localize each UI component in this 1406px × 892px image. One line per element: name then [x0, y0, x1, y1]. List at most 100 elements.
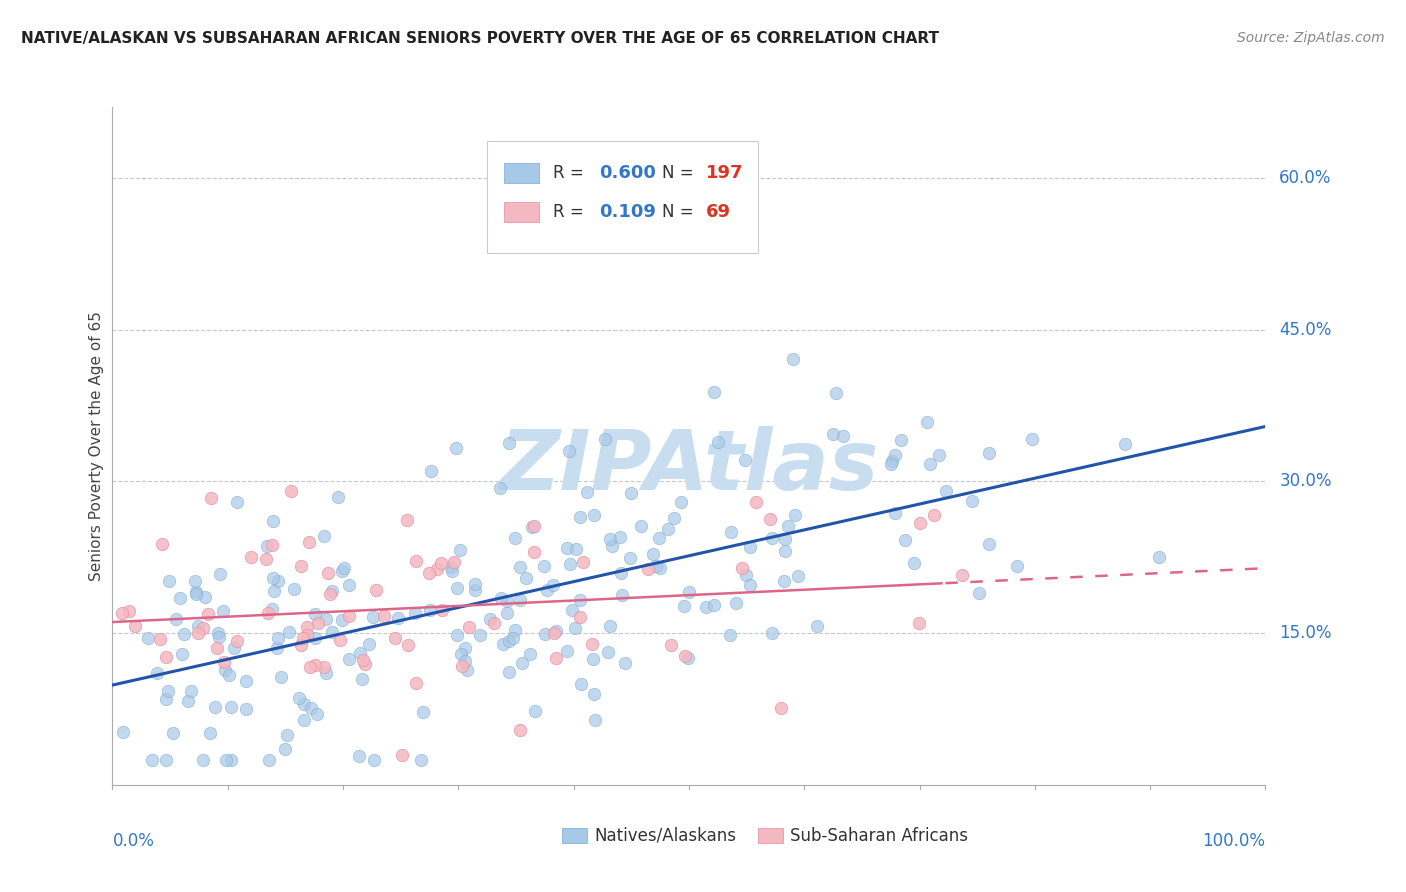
Text: Natives/Alaskans: Natives/Alaskans — [595, 827, 737, 845]
Point — [298, 534, 321, 549]
Text: 100.0%: 100.0% — [1202, 832, 1265, 850]
Point — [263, 583, 285, 598]
Point — [495, 607, 517, 621]
Point — [155, 691, 177, 706]
Point — [396, 638, 419, 652]
Point — [124, 619, 146, 633]
Point — [169, 591, 191, 605]
Point — [274, 742, 297, 756]
Point — [880, 457, 903, 471]
Point — [221, 753, 243, 767]
Text: R =: R = — [553, 164, 589, 182]
Point — [524, 704, 547, 718]
Point — [510, 657, 533, 671]
Text: 69: 69 — [706, 203, 731, 221]
Point — [180, 683, 202, 698]
Point — [278, 624, 301, 639]
Point — [761, 625, 783, 640]
Point — [187, 626, 209, 640]
Point — [418, 566, 440, 580]
Point — [786, 569, 808, 583]
Point — [561, 603, 583, 617]
Point — [645, 558, 668, 573]
Point — [492, 636, 515, 650]
Point — [979, 537, 1001, 551]
Point — [498, 634, 520, 648]
Point — [922, 508, 945, 523]
Point — [1005, 559, 1028, 574]
Point — [772, 574, 794, 589]
Point — [593, 432, 616, 446]
Point — [1021, 432, 1043, 446]
Point — [183, 574, 205, 589]
Point — [509, 560, 531, 574]
Point — [290, 639, 312, 653]
Point — [541, 578, 564, 592]
Point — [783, 508, 806, 523]
Point — [950, 568, 973, 582]
Point — [565, 541, 588, 556]
Point — [776, 519, 799, 533]
Point — [312, 660, 335, 674]
Point — [316, 566, 339, 581]
Text: 197: 197 — [706, 164, 744, 182]
Point — [136, 632, 159, 646]
Point — [918, 457, 941, 471]
Point — [191, 621, 214, 635]
Text: R =: R = — [553, 203, 589, 221]
Point — [150, 537, 173, 551]
Point — [259, 753, 281, 767]
Point — [484, 616, 506, 631]
Point — [384, 631, 406, 645]
Point — [337, 608, 360, 623]
Point — [773, 543, 796, 558]
Point — [239, 549, 262, 564]
Point — [657, 522, 679, 536]
Point — [292, 697, 315, 711]
Text: 15.0%: 15.0% — [1279, 624, 1331, 642]
Point — [960, 494, 983, 508]
Point — [620, 485, 643, 500]
Point — [619, 551, 641, 566]
Point — [349, 646, 371, 660]
Text: 45.0%: 45.0% — [1279, 320, 1331, 339]
Point — [257, 606, 280, 620]
Point — [724, 596, 747, 610]
Point — [450, 659, 472, 673]
Point — [598, 645, 620, 659]
Point — [200, 491, 222, 505]
Point — [894, 533, 917, 547]
Point — [307, 616, 329, 631]
Point — [979, 446, 1001, 460]
Point — [337, 652, 360, 666]
Point — [292, 631, 315, 645]
Point — [321, 584, 343, 599]
Point — [110, 606, 132, 620]
Point — [489, 481, 512, 495]
Point — [177, 694, 200, 708]
Point — [319, 587, 342, 601]
Point — [544, 624, 567, 639]
Point — [610, 566, 633, 581]
Point — [583, 687, 606, 701]
FancyBboxPatch shape — [505, 162, 538, 183]
Text: Sub-Saharan Africans: Sub-Saharan Africans — [790, 827, 969, 845]
Point — [212, 655, 235, 669]
Point — [676, 650, 699, 665]
Point — [503, 623, 526, 637]
Point — [426, 562, 449, 576]
Point — [186, 585, 208, 599]
Point — [443, 555, 465, 569]
Point — [643, 547, 665, 561]
Point — [299, 701, 322, 715]
Text: N =: N = — [662, 164, 699, 182]
Point — [450, 648, 472, 662]
Point — [441, 564, 464, 578]
Point — [509, 723, 531, 737]
Point — [312, 529, 335, 543]
Point — [292, 713, 315, 727]
Point — [191, 753, 214, 767]
Point — [599, 532, 621, 546]
Text: 0.0%: 0.0% — [112, 832, 155, 850]
Point — [266, 640, 288, 655]
